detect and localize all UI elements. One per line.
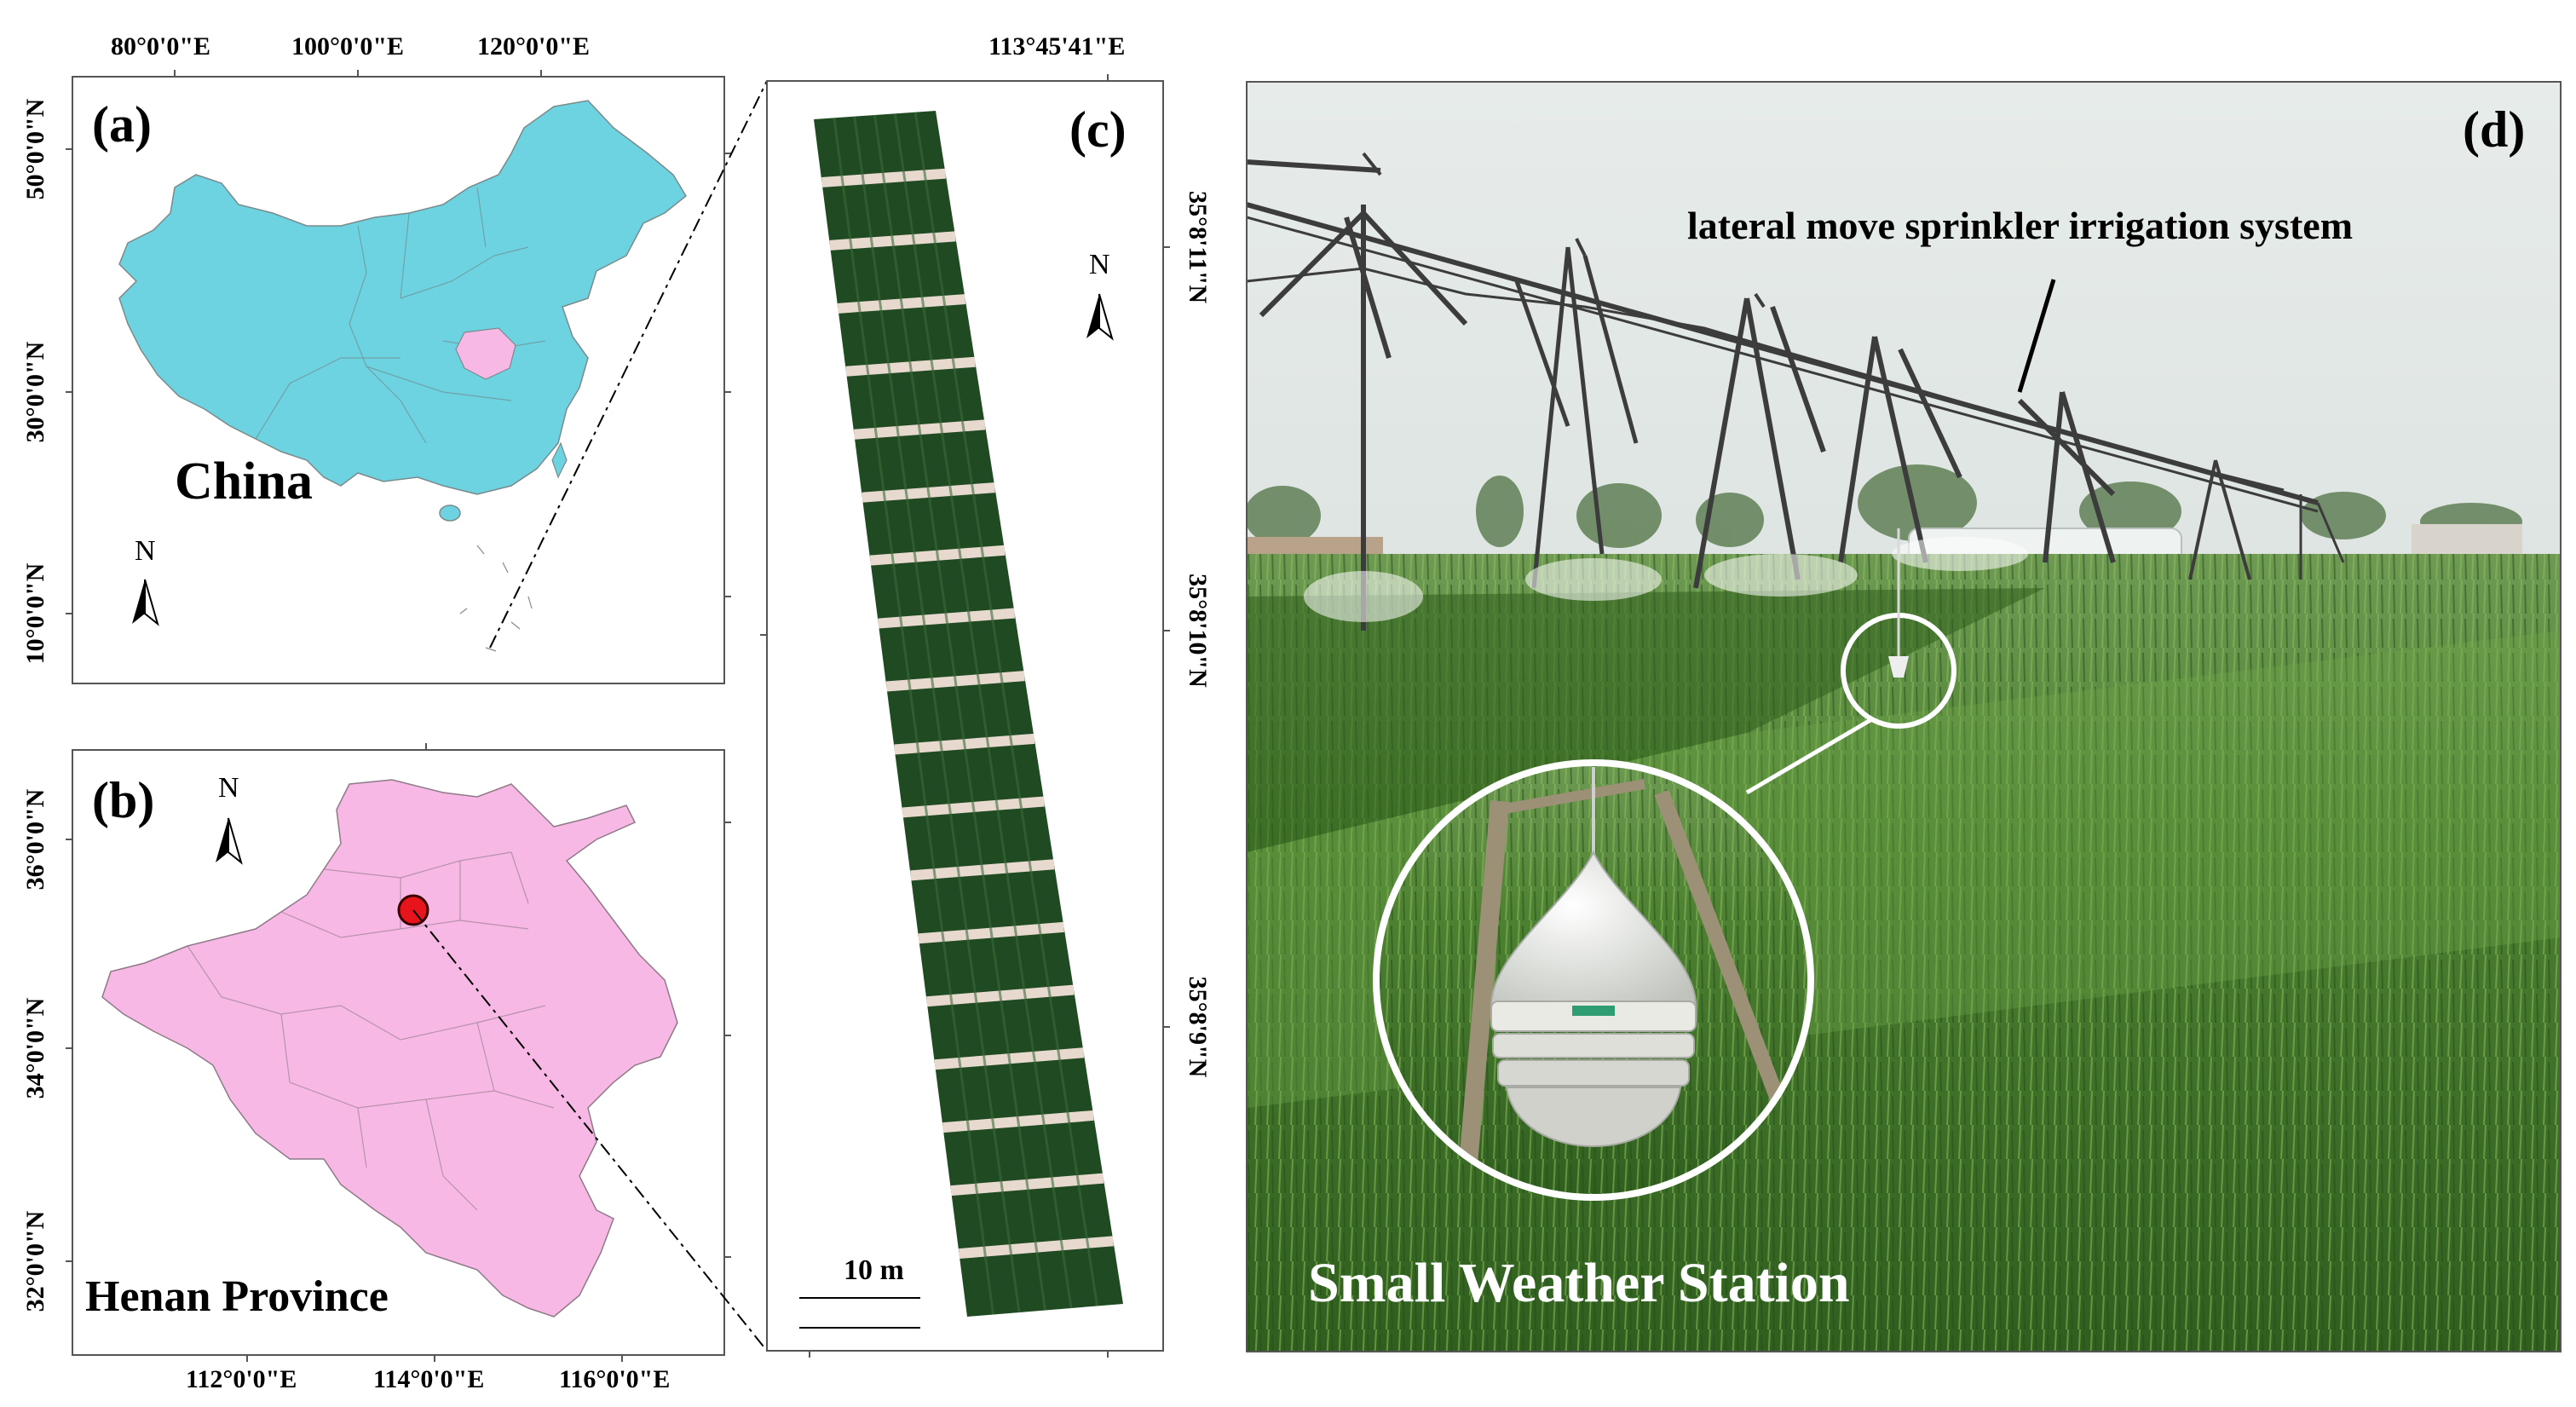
top-tick-label-100e: 100°0'0"E [291,32,404,61]
north-arrow-a [132,579,159,626]
panel-a-china-map [66,70,731,684]
panel-d-label: (d) [2463,101,2526,158]
top-tick-label-113e: 113°45'41"E [988,32,1126,61]
bottom-tick-label-116e: 116°0'0"E [559,1365,671,1393]
left-tick-label-34n: 34°0'0"N [21,997,49,1099]
left-tick-label-30n: 30°0'0"N [21,341,49,443]
scale-bar-label: 10 m [844,1254,904,1286]
scale-bar [799,1297,920,1329]
sprinkler-system-label: lateral move sprinkler irrigation system [1687,204,2354,247]
henan-province-label: Henan Province [85,1272,389,1321]
north-label-c: N [1089,249,1110,280]
plot-path-rows [821,112,1114,1315]
panel-b-label: (b) [92,772,155,828]
field-strip [814,111,1123,1317]
henan-highlight [455,327,516,380]
right-tick-label-35-8-10n: 35°8'10"N [1184,574,1212,688]
north-label-b: N [218,772,239,804]
top-tick-label-80e: 80°0'0"E [111,32,210,61]
connector-line-a [489,80,768,649]
north-label-a: N [135,535,156,567]
irrigation-truss [1247,152,2345,631]
left-tick-label-50n: 50°0'0"N [21,98,49,200]
left-tick-label-36n: 36°0'0"N [21,788,49,891]
left-tick-label-32n: 32°0'0"N [21,1210,49,1312]
plot-column-line [873,114,1046,1311]
panel-d-field-photo [1247,82,2561,1352]
plot-column-line [833,118,994,1315]
china-label: China [175,453,313,510]
plot-column-line [893,113,1073,1309]
weather-station-label: Small Weather Station [1308,1252,1850,1314]
panel-c-uav-plot [760,74,1170,1358]
north-arrow-c [1086,293,1114,341]
bottom-tick-label-112e: 112°0'0"E [186,1365,297,1393]
left-tick-label-10n: 10°0'0"N [21,562,49,665]
panel-a-label: (a) [92,96,152,153]
north-arrow-b [216,817,243,865]
right-tick-label-35-8-11n: 35°8'11"N [1184,191,1212,303]
plot-column-line [853,116,1021,1313]
plot-column-line [913,112,1098,1306]
bottom-tick-label-114e: 114°0'0"E [373,1365,485,1393]
henan-outline [101,779,678,1318]
panel-c-label: (c) [1069,101,1127,158]
right-tick-label-35-8-9n: 35°8'9"N [1184,976,1212,1078]
weather-station-inset [1373,759,1814,1201]
connector-line-b [412,909,768,1352]
panel-b-henan-map [66,743,731,1362]
top-tick-label-120e: 120°0'0"E [477,32,590,61]
